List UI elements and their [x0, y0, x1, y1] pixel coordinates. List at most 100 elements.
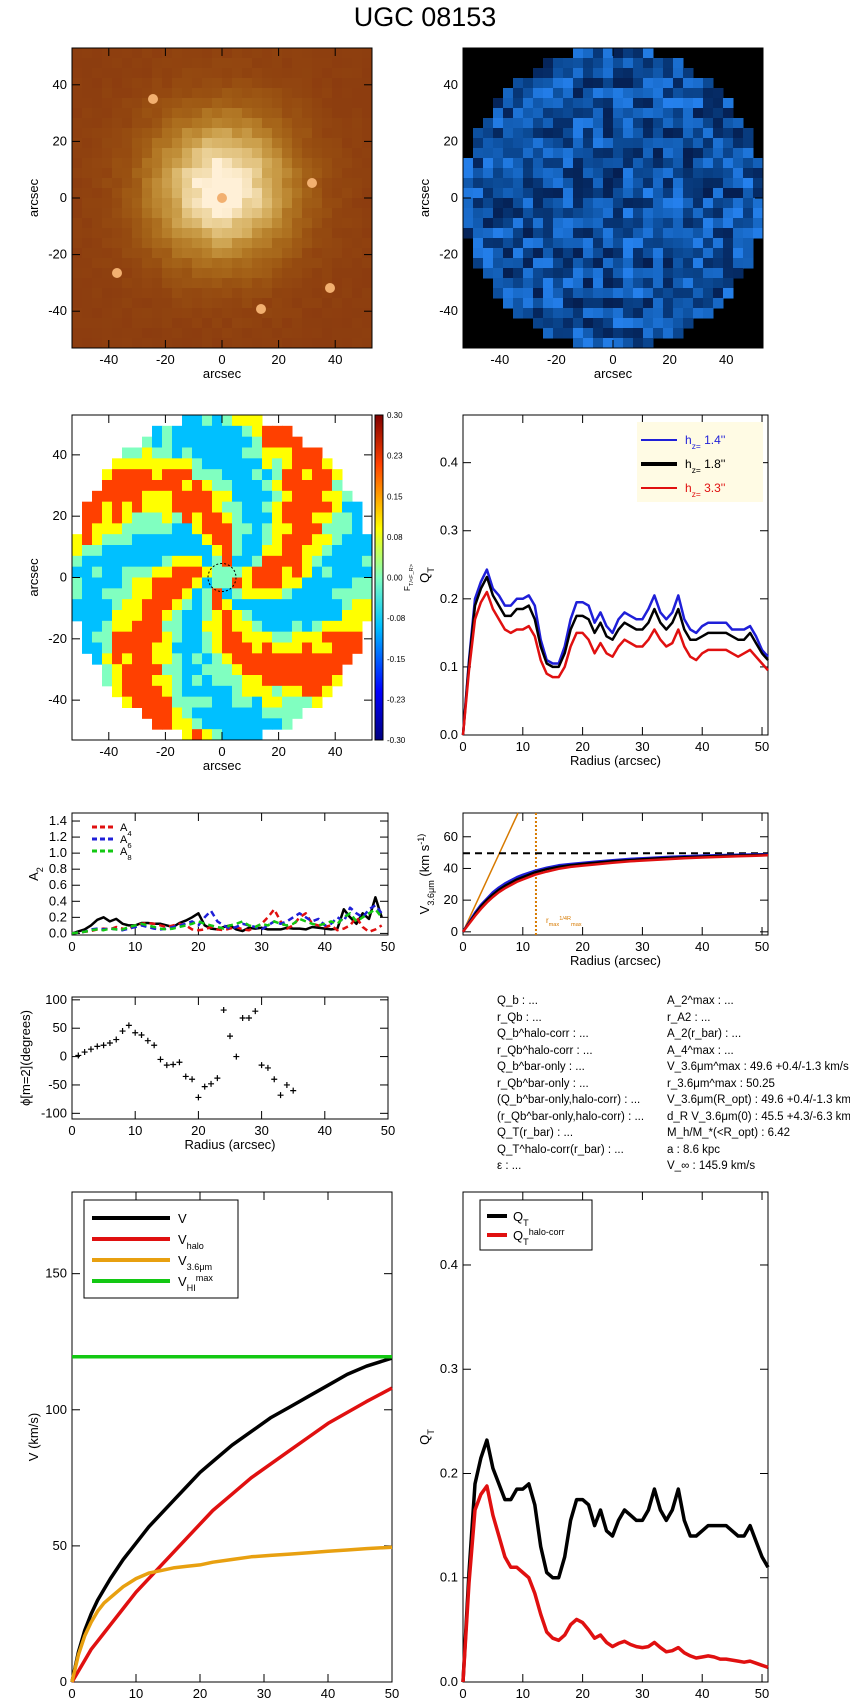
force-map-pixel	[262, 577, 273, 589]
force-map-pixel	[102, 555, 113, 568]
image-pixel	[543, 328, 554, 339]
force-map-pixel	[192, 577, 203, 589]
image-pixel	[493, 138, 504, 149]
image-pixel	[92, 258, 103, 269]
force-map-pixel	[192, 425, 203, 438]
image-pixel	[693, 78, 704, 89]
force-map-pixel	[222, 447, 233, 459]
image-pixel	[162, 178, 173, 189]
image-pixel	[142, 258, 153, 269]
image-pixel	[483, 208, 494, 219]
force-map-pixel	[232, 653, 243, 665]
force-map-pixel	[192, 718, 203, 730]
legend-label: A8	[120, 846, 132, 862]
image-pixel	[92, 288, 103, 299]
image-pixel	[723, 168, 734, 179]
force-map-pixel	[342, 599, 353, 611]
image-pixel	[543, 118, 554, 129]
image-pixel	[362, 148, 373, 159]
force-map-pixel	[272, 599, 283, 611]
force-map-pixel	[192, 675, 203, 687]
force-map-pixel	[192, 490, 203, 503]
force-map-pixel	[122, 534, 133, 546]
image-pixel	[182, 188, 193, 199]
image-pixel	[192, 328, 203, 339]
x-tick-label: 50	[385, 1686, 399, 1700]
image-pixel	[703, 198, 714, 209]
image-pixel	[262, 218, 273, 229]
image-pixel	[212, 258, 223, 269]
image-pixel	[523, 108, 534, 119]
image-pixel	[92, 328, 103, 339]
force-map-pixel	[252, 566, 263, 578]
image-pixel	[232, 148, 243, 159]
image-pixel	[633, 138, 644, 149]
legend-label: V	[178, 1211, 187, 1226]
info-right: A_2^max : ... r_A2 : ... A_2(r_bar) : ..…	[667, 995, 850, 1177]
phase-point	[283, 1081, 290, 1088]
image-pixel	[673, 158, 684, 169]
image-pixel	[262, 308, 273, 319]
force-map-pixel	[112, 588, 123, 600]
image-pixel	[603, 48, 614, 59]
image-pixel	[152, 58, 163, 69]
image-pixel	[352, 58, 363, 69]
force-map-pixel	[352, 545, 363, 557]
force-map-pixel	[332, 620, 343, 633]
colorbar-tick-label: -0.08	[387, 614, 406, 623]
image-pixel	[543, 88, 554, 99]
y-tick-label: -20	[439, 247, 458, 262]
image-pixel	[232, 98, 243, 109]
y-tick-label: 100	[45, 1402, 67, 1417]
force-map-pixel	[232, 685, 243, 698]
force-map-pixel	[142, 555, 153, 568]
image-pixel	[703, 238, 714, 249]
plot-frame	[71, 996, 389, 1120]
force-map-pixel	[332, 642, 343, 654]
image-pixel	[483, 128, 494, 139]
image-pixel	[473, 238, 484, 249]
phase-point	[81, 1049, 88, 1056]
image-pixel	[483, 138, 494, 149]
image-pixel	[703, 88, 714, 99]
image-pixel	[703, 288, 714, 299]
image-pixel	[563, 148, 574, 159]
image-pixel	[352, 208, 363, 219]
image-pixel	[242, 68, 253, 79]
info-left-4: Q_b^bar-only : ...	[497, 1061, 585, 1073]
force-map-pixel	[192, 588, 203, 600]
image-pixel	[242, 208, 253, 219]
image-pixel	[623, 328, 634, 339]
image-pixel	[573, 68, 584, 79]
image-pixel	[553, 298, 564, 309]
x-axis-label: Radius (arcsec)	[570, 953, 661, 968]
image-pixel	[362, 68, 373, 79]
image-pixel	[543, 148, 554, 159]
y-tick-label: -40	[439, 303, 458, 318]
image-pixel	[202, 328, 213, 339]
image-pixel	[613, 258, 624, 269]
image-pixel	[72, 318, 83, 329]
force-map-pixel	[252, 729, 263, 741]
image-pixel	[152, 48, 163, 59]
force-map-pixel	[232, 642, 243, 654]
image-pixel	[292, 68, 303, 79]
image-pixel	[713, 278, 724, 289]
force-map-pixel	[282, 599, 293, 611]
image-pixel	[342, 228, 353, 239]
force-map-pixel	[112, 555, 123, 568]
force-map-pixel	[112, 664, 123, 676]
image-pixel	[72, 98, 83, 109]
force-map-pixel	[302, 566, 313, 578]
x-tick-label: 10	[128, 939, 142, 954]
image-pixel	[92, 308, 103, 319]
force-map-pixel	[272, 577, 283, 589]
image-pixel	[613, 228, 624, 239]
image-pixel	[332, 248, 343, 259]
series-line-0	[461, 852, 769, 933]
image-pixel	[573, 128, 584, 139]
image-pixel	[743, 228, 754, 239]
force-map-pixel	[122, 696, 133, 708]
x-tick-label: 20	[662, 352, 676, 367]
y-tick-label: 0.6	[49, 877, 67, 892]
